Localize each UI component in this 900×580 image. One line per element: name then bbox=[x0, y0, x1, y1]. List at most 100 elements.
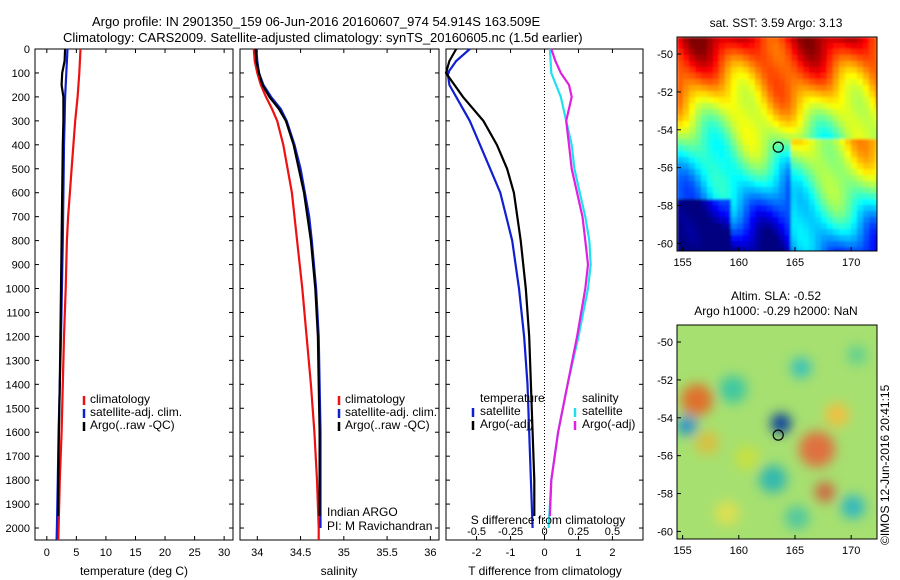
sst-cell bbox=[821, 73, 828, 80]
x-tick-label: -2 bbox=[472, 547, 482, 559]
sst-cell bbox=[743, 91, 750, 98]
sst-cell bbox=[875, 109, 877, 116]
sst-cell bbox=[743, 49, 750, 56]
sst-cell bbox=[677, 235, 684, 242]
sst-cell bbox=[695, 109, 702, 116]
sst-cell bbox=[755, 91, 762, 98]
salinity-plot: 34 34.5 35 35.5 36 bbox=[251, 48, 436, 559]
sst-cell bbox=[803, 163, 810, 170]
sst-cell bbox=[749, 181, 756, 188]
sst-cell bbox=[761, 139, 768, 146]
sst-cell bbox=[809, 61, 816, 68]
sst-cell bbox=[857, 223, 864, 230]
sst-cell bbox=[701, 157, 708, 164]
sst-cell bbox=[689, 97, 696, 104]
sst-cell bbox=[839, 79, 846, 86]
sst-cell bbox=[845, 163, 852, 170]
sst-cell bbox=[785, 157, 792, 164]
sst-cell bbox=[809, 181, 816, 188]
sst-cell bbox=[743, 241, 750, 248]
sst-cell bbox=[815, 145, 822, 152]
sst-cell bbox=[797, 169, 804, 176]
sst-cell bbox=[797, 205, 804, 212]
sst-cell bbox=[713, 97, 720, 104]
series-line-climatology bbox=[57, 48, 82, 541]
series-line-climatology bbox=[252, 48, 320, 540]
sst-cell bbox=[743, 115, 750, 122]
sst-cell bbox=[767, 199, 774, 206]
sst-cell bbox=[701, 43, 708, 50]
sst-cell bbox=[731, 187, 738, 194]
sst-cell bbox=[749, 157, 756, 164]
sst-cell bbox=[755, 61, 762, 68]
sst-cell bbox=[731, 229, 738, 236]
sst-cell bbox=[839, 199, 846, 206]
sst-cell bbox=[707, 205, 714, 212]
sst-cell bbox=[815, 139, 822, 146]
sst-cell bbox=[803, 121, 810, 128]
sst-cell bbox=[761, 133, 768, 140]
sst-cell bbox=[809, 217, 816, 224]
sst-cell bbox=[683, 181, 690, 188]
sst-cell bbox=[725, 223, 732, 230]
sst-cell bbox=[701, 187, 708, 194]
sst-cell bbox=[857, 79, 864, 86]
sst-cell bbox=[779, 55, 786, 62]
sst-cell bbox=[713, 37, 720, 44]
sst-cell bbox=[719, 91, 726, 98]
sst-cell bbox=[863, 169, 870, 176]
sst-cell bbox=[857, 85, 864, 92]
sst-cell bbox=[875, 97, 877, 104]
sst-cell bbox=[701, 169, 708, 176]
sst-cell bbox=[821, 163, 828, 170]
depth-tick-label: 300 bbox=[12, 116, 30, 128]
sst-cell bbox=[749, 67, 756, 74]
sst-cell bbox=[875, 103, 877, 110]
sst-cell bbox=[713, 115, 720, 122]
sst-cell bbox=[809, 103, 816, 110]
sst-cell bbox=[815, 43, 822, 50]
sst-cell bbox=[773, 67, 780, 74]
salinity-axes bbox=[239, 48, 440, 541]
sst-cell bbox=[755, 67, 762, 74]
sst-cell bbox=[737, 43, 744, 50]
sst-cell bbox=[869, 193, 876, 200]
sst-cell bbox=[737, 181, 744, 188]
sst-cell bbox=[683, 85, 690, 92]
map-y-tick-label: -54 bbox=[657, 413, 673, 425]
sst-cell bbox=[719, 211, 726, 218]
sst-cell bbox=[755, 103, 762, 110]
sst-cell bbox=[875, 139, 877, 146]
sst-cell bbox=[743, 73, 750, 80]
sst-cell bbox=[725, 151, 732, 158]
sst-cell bbox=[677, 181, 684, 188]
sst-cell bbox=[815, 103, 822, 110]
sst-cell bbox=[797, 133, 804, 140]
sst-cell bbox=[755, 115, 762, 122]
sst-cell bbox=[875, 85, 877, 92]
sst-cell bbox=[689, 205, 696, 212]
sst-cell bbox=[857, 205, 864, 212]
sst-cell bbox=[749, 247, 756, 251]
sst-cell bbox=[749, 169, 756, 176]
sst-cell bbox=[683, 205, 690, 212]
sst-cell bbox=[731, 157, 738, 164]
depth-tick-label: 1700 bbox=[6, 451, 30, 463]
sst-cell bbox=[797, 139, 804, 146]
sst-cell bbox=[689, 193, 696, 200]
sst-cell bbox=[737, 211, 744, 218]
sst-cell bbox=[779, 91, 786, 98]
sst-cell bbox=[713, 73, 720, 80]
salinity-xlabel: salinity bbox=[321, 564, 358, 578]
sst-cell bbox=[779, 145, 786, 152]
sst-cell bbox=[719, 157, 726, 164]
x-tick-label: 35.5 bbox=[376, 547, 397, 559]
sst-cell bbox=[707, 169, 714, 176]
sst-cell bbox=[809, 55, 816, 62]
sst-cell bbox=[839, 229, 846, 236]
sst-cell bbox=[761, 223, 768, 230]
sst-cell bbox=[695, 115, 702, 122]
sst-cell bbox=[869, 103, 876, 110]
sst-cell bbox=[827, 97, 834, 104]
depth-tick-label: 1200 bbox=[6, 331, 30, 343]
